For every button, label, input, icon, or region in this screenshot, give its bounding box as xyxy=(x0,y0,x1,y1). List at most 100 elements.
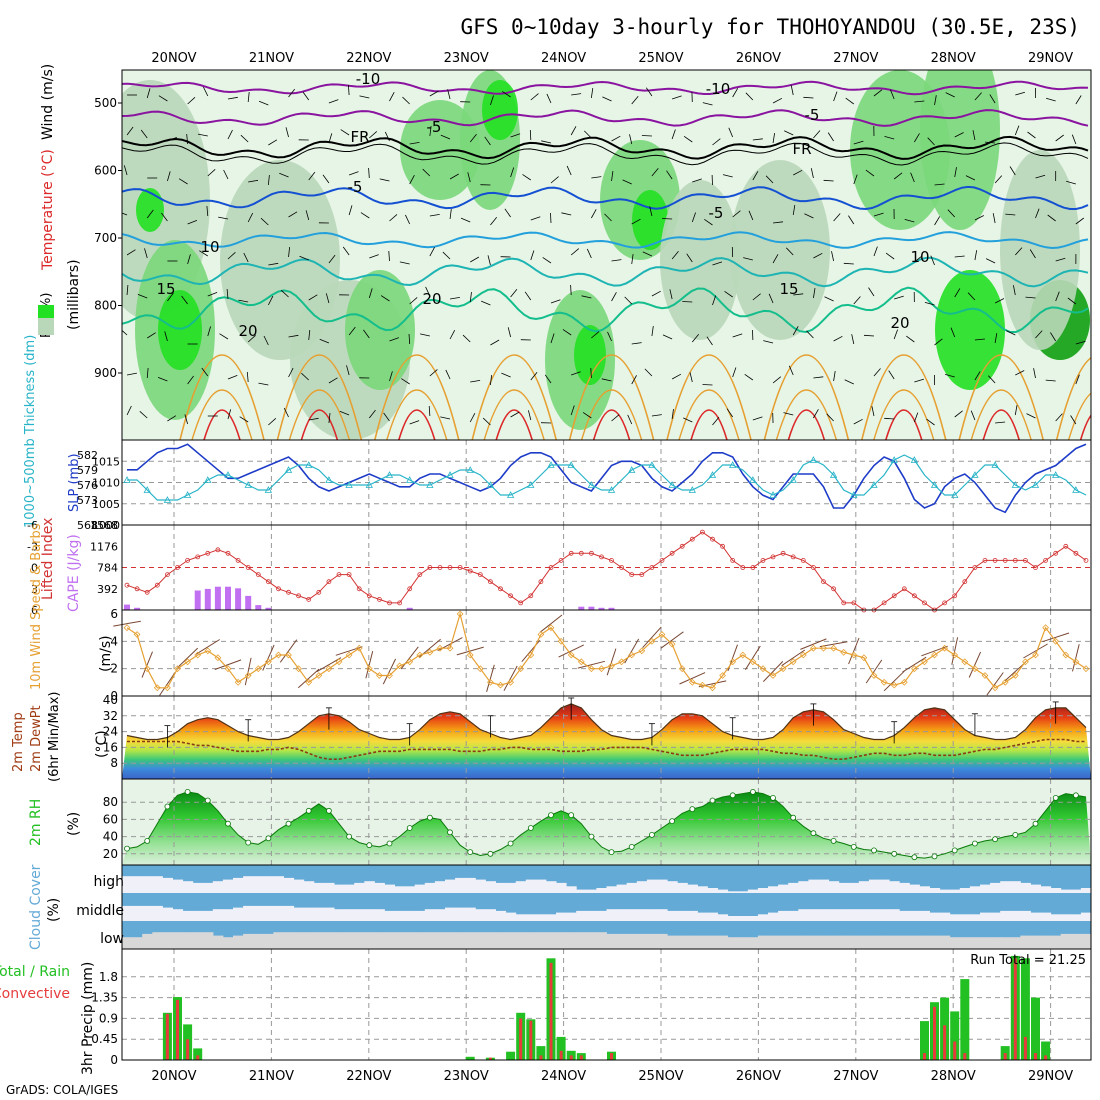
lifted-index-point-12 xyxy=(245,565,251,570)
cloud_high_pct-cell-70 xyxy=(828,881,840,893)
isotherm-20 xyxy=(122,286,1089,334)
contour-label-6: -5 xyxy=(348,178,363,196)
precip-total-bar-91 xyxy=(1041,1041,1051,1060)
wind10-point-38 xyxy=(507,678,514,686)
upper-wind-barb xyxy=(974,215,984,221)
temp-arch-orange-9 xyxy=(1055,356,1091,440)
upper-wind-barb xyxy=(591,331,600,339)
wind10-point-74 xyxy=(870,672,878,679)
temp-arch-red-0 xyxy=(203,409,241,440)
wind10-point-35 xyxy=(476,665,484,673)
cloud_low_pct-cell-57 xyxy=(697,935,708,949)
upper-wind-barb xyxy=(873,89,883,97)
upper-wind-barb xyxy=(243,252,249,263)
rh2m-point-86 xyxy=(992,836,998,843)
upper-wind-barb xyxy=(1027,131,1036,139)
upper-wind-barb xyxy=(671,251,679,260)
cloud_mid_pct-cell-18 xyxy=(303,907,315,921)
lifted-index-point-20 xyxy=(326,579,332,585)
precip-conv-bar-39 xyxy=(519,1018,523,1060)
upper-wind-barb xyxy=(501,372,511,378)
cloud_mid_pct-cell-8 xyxy=(202,910,214,921)
wind10-barb-76 xyxy=(883,670,905,692)
cloud_mid_pct-cell-75 xyxy=(879,909,890,921)
upper-wind-barb xyxy=(995,421,1006,424)
wind10-point-65 xyxy=(779,665,787,673)
thickness-point-94 xyxy=(1072,486,1080,493)
rh2m-point-64 xyxy=(770,795,776,801)
cloud_low_pct-cell-39 xyxy=(515,932,527,949)
lifted-index-point-30 xyxy=(427,565,433,570)
upper-wind-barb xyxy=(348,205,353,216)
cloud_mid_pct-cell-85 xyxy=(980,912,991,921)
cloud_high_pct-cell-91 xyxy=(1040,886,1052,893)
upper-wind-barb xyxy=(894,295,904,300)
wind10-tick-6: 6 xyxy=(110,607,118,621)
upper-wind-barb xyxy=(570,405,575,416)
cloud_mid_pct-cell-84 xyxy=(969,914,981,921)
upper-wind-barb xyxy=(934,338,943,346)
cloud_mid_pct-cell-37 xyxy=(495,910,507,921)
cloud_low_pct-cell-69 xyxy=(818,935,830,949)
cloud_mid_pct-cell-48 xyxy=(606,909,618,921)
upper-wind-barb xyxy=(974,250,978,261)
upper-wind-barb xyxy=(582,412,592,419)
precip-conv-bar-43 xyxy=(559,1050,563,1061)
upper-wind-barb xyxy=(865,169,875,177)
top-date-25NOV: 25NOV xyxy=(638,51,683,66)
rh2m-point-74 xyxy=(871,847,877,854)
cloud_high_pct-cell-40 xyxy=(525,879,537,893)
upper-wind-barb xyxy=(1055,291,1060,302)
upper-wind-barb xyxy=(340,129,350,136)
pressure-tick-600: 600 xyxy=(94,164,117,178)
wind10-point-32 xyxy=(446,644,454,652)
upper-wind-barb xyxy=(848,215,855,225)
upper-wind-barb xyxy=(428,405,431,417)
rh2m-point-90 xyxy=(1032,820,1039,827)
upper-wind-barb xyxy=(369,131,378,139)
pressure-tick-900: 900 xyxy=(94,366,117,380)
upper-wind-barb xyxy=(530,250,535,261)
wind10-point-55 xyxy=(678,665,686,673)
cloud_high_pct-cell-2 xyxy=(142,876,153,893)
upper-wind-barb xyxy=(140,129,148,139)
cloud_low_pct-cell-25 xyxy=(374,932,385,949)
wind10-point-2 xyxy=(143,665,151,673)
top-date-27NOV: 27NOV xyxy=(833,51,878,66)
cloud_high_pct-cell-53 xyxy=(657,879,668,893)
upper-wind-barb xyxy=(853,296,861,305)
upper-wind-barb xyxy=(641,135,652,137)
upper-wind-barb xyxy=(408,333,411,345)
upper-wind-barb xyxy=(420,333,430,337)
cloud_high_pct-cell-66 xyxy=(788,882,799,893)
upper-wind-barb xyxy=(562,329,572,336)
precip-axis-label: 3hr Precip (mm) xyxy=(80,962,96,1075)
cloud_mid_pct-cell-36 xyxy=(485,909,496,921)
upper-wind-barb xyxy=(247,212,254,223)
upper-wind-barb xyxy=(389,92,395,102)
cloud_high_pct-cell-94 xyxy=(1070,889,1082,893)
precip-total-bar-83 xyxy=(960,979,970,1060)
upper-wind-barb xyxy=(813,130,821,139)
cloud_high_pct-cell-57 xyxy=(697,886,708,893)
cloud_high_pct-cell-61 xyxy=(737,891,749,893)
upper-wind-barb xyxy=(546,93,552,104)
cloud_low_pct-cell-84 xyxy=(969,937,981,949)
temp-arch-orange-8 xyxy=(958,354,1044,440)
lifted-index-point-65 xyxy=(780,550,786,556)
upper-wind-barb xyxy=(167,171,171,182)
temp-arch-orange2-4 xyxy=(580,389,643,440)
cloud_high_pct-cell-15 xyxy=(273,876,284,893)
lifted-index-point-67 xyxy=(800,558,806,563)
upper-wind-barb xyxy=(752,293,761,301)
upper-wind-barb xyxy=(914,100,925,103)
upper-wind-barb xyxy=(732,88,739,98)
thickness-point-52 xyxy=(648,461,656,468)
upper-wind-barb xyxy=(510,411,520,418)
upper-wind-barb xyxy=(206,205,209,217)
upper-wind-barb xyxy=(1047,214,1056,222)
lifted-index-point-23 xyxy=(356,586,362,592)
upper-wind-barb xyxy=(813,288,816,299)
thickness-point-2 xyxy=(143,486,151,493)
lifted-index-point-42 xyxy=(548,565,554,570)
